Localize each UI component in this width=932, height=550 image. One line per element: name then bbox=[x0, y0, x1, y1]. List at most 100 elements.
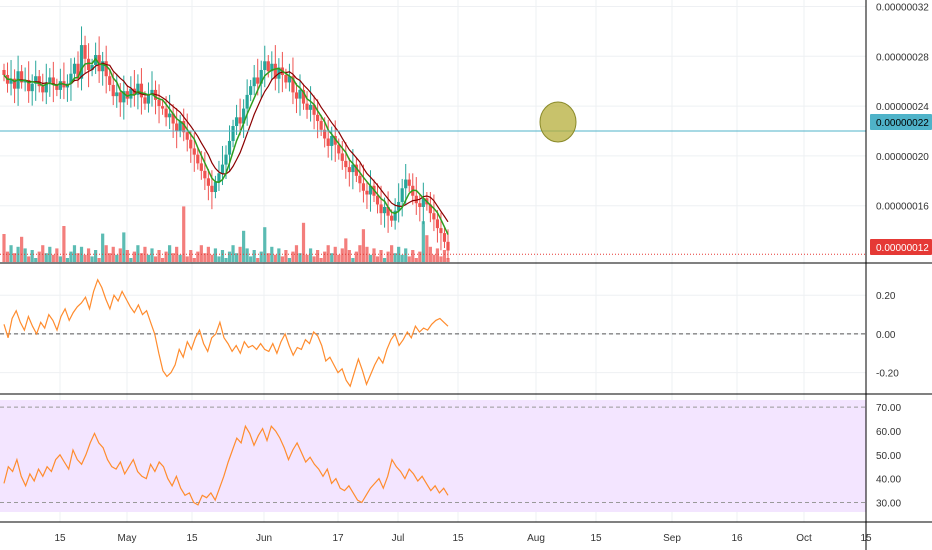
volume-bar bbox=[153, 256, 158, 262]
candle-body bbox=[182, 121, 186, 133]
candle-body bbox=[428, 204, 432, 214]
price-tick-label: 0.00000016 bbox=[876, 202, 929, 213]
candle-body bbox=[150, 89, 154, 95]
volume-bar bbox=[439, 256, 443, 262]
volume-bar bbox=[242, 230, 246, 262]
volume-bar bbox=[291, 251, 295, 262]
volume-bar bbox=[442, 250, 447, 262]
oscillator-pane bbox=[0, 278, 866, 388]
candle-body bbox=[284, 74, 288, 83]
volume-bar bbox=[227, 251, 232, 262]
volume-bar bbox=[48, 246, 52, 262]
time-tick-label: 15 bbox=[186, 533, 198, 544]
volume-bar bbox=[86, 248, 91, 262]
candle-body bbox=[12, 78, 17, 89]
time-tick-label: Jun bbox=[256, 533, 272, 544]
candle-body bbox=[136, 83, 140, 95]
rsi-line bbox=[3, 424, 449, 506]
candle-body bbox=[354, 164, 358, 176]
volume-bar bbox=[323, 251, 327, 262]
volume-bar bbox=[418, 251, 422, 262]
volume-bar bbox=[192, 258, 196, 262]
candle-body bbox=[69, 73, 73, 84]
candle-body bbox=[20, 71, 24, 83]
moving-average-fast bbox=[3, 57, 449, 235]
volume-bar bbox=[446, 258, 450, 262]
time-tick-label: Jul bbox=[392, 533, 405, 544]
candle-body bbox=[171, 113, 175, 124]
candle-body bbox=[146, 94, 151, 104]
candle-body bbox=[55, 84, 59, 90]
candle-body bbox=[361, 183, 366, 191]
candle-body bbox=[259, 69, 263, 84]
candle-body bbox=[375, 195, 380, 205]
rsi-axis[interactable]: 70.00 60.00 50.00 40.00 30.00 bbox=[876, 403, 901, 509]
candlesticks bbox=[2, 26, 450, 260]
candle-body bbox=[305, 103, 309, 110]
candle-body bbox=[333, 135, 337, 145]
candle-body bbox=[83, 45, 87, 59]
candle-body bbox=[446, 241, 450, 251]
volume-bar bbox=[160, 258, 165, 262]
circle-marker[interactable] bbox=[539, 101, 577, 143]
candle-body bbox=[227, 140, 232, 155]
candle-body bbox=[270, 63, 274, 72]
candle-body bbox=[178, 121, 182, 131]
time-axis[interactable]: 15 May 15 Jun 17 Jul 15 Aug 15 Sep 16 Oct 15 bbox=[54, 533, 872, 544]
volume-bar bbox=[224, 258, 228, 262]
volume-bar bbox=[171, 253, 175, 262]
candle-body bbox=[192, 148, 196, 155]
candle-body bbox=[319, 121, 323, 130]
candle-body bbox=[115, 92, 119, 97]
volume-bar bbox=[277, 248, 281, 262]
volume-bar bbox=[178, 254, 182, 262]
price-axis[interactable]: 0.00000032 0.00000028 0.00000024 0.00000020… bbox=[876, 2, 929, 212]
volume-bar bbox=[23, 248, 27, 262]
oscillator-tick-label: 0.00 bbox=[876, 330, 896, 341]
candle-body bbox=[344, 160, 348, 168]
candle-body bbox=[111, 84, 115, 97]
volume-bar bbox=[157, 250, 161, 262]
volume-bar bbox=[330, 253, 334, 262]
volume-bar bbox=[41, 245, 45, 262]
candle-body bbox=[263, 61, 267, 70]
candle-body bbox=[48, 77, 52, 83]
candle-body bbox=[203, 170, 207, 179]
candle-body bbox=[316, 114, 320, 122]
candle-body bbox=[442, 233, 447, 242]
candle-body bbox=[439, 228, 443, 234]
volume-bar bbox=[358, 245, 362, 262]
volume-bar bbox=[256, 258, 260, 262]
volume-bar bbox=[382, 258, 387, 262]
volume-bar bbox=[252, 250, 256, 262]
volume-bar bbox=[90, 256, 94, 262]
volume-bar bbox=[266, 253, 270, 262]
volume-bar bbox=[122, 232, 126, 262]
volume-bar bbox=[168, 245, 172, 262]
candle-body bbox=[252, 77, 256, 87]
volume-bar bbox=[354, 251, 358, 262]
price-tick-label: 0.00000032 bbox=[876, 2, 929, 13]
candle-body bbox=[27, 79, 31, 92]
last-price-tag: 0.00000012 bbox=[870, 239, 932, 255]
candle-body bbox=[9, 78, 13, 84]
candle-body bbox=[432, 213, 436, 220]
volume-bar bbox=[104, 245, 108, 262]
candle-body bbox=[358, 175, 362, 184]
volume-bar bbox=[368, 254, 373, 262]
volume-bar bbox=[76, 253, 80, 262]
candle-body bbox=[326, 138, 330, 146]
candle-body bbox=[337, 144, 341, 154]
candle-body bbox=[164, 108, 168, 118]
oscillator-axis[interactable]: 0.20 0.00 -0.20 bbox=[876, 291, 899, 379]
volume-bar bbox=[316, 250, 320, 262]
candle-body bbox=[210, 185, 214, 193]
candle-body bbox=[386, 206, 390, 216]
candle-body bbox=[90, 65, 94, 70]
candle-body bbox=[351, 164, 355, 173]
moving-averages bbox=[3, 57, 449, 235]
volume-bar bbox=[263, 227, 267, 262]
volume-bar bbox=[337, 254, 341, 262]
candle-body bbox=[301, 89, 306, 104]
candle-body bbox=[143, 97, 147, 104]
